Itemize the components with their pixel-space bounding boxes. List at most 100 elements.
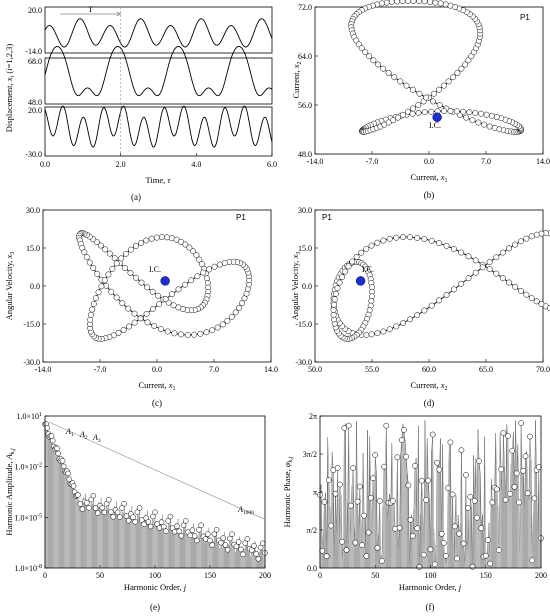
panel-b-point	[478, 110, 485, 117]
panel-c-point	[132, 243, 139, 249]
panel-d-point	[528, 233, 535, 240]
panel-f-connector	[343, 428, 345, 561]
panel-a-subplot-1	[44, 6, 273, 54]
panel-c-point	[204, 275, 210, 282]
panel-f-connector	[423, 420, 426, 555]
panel-a-subplot-3	[44, 106, 273, 157]
panel-d-point	[428, 237, 435, 244]
panel-c-point	[186, 244, 193, 251]
panel-f-connector	[471, 506, 473, 567]
panel-b-tag: P1	[520, 13, 530, 22]
panel-f-connector	[488, 522, 491, 564]
panel-d-point	[336, 279, 343, 286]
panel-d-point	[345, 263, 352, 270]
panel-c-point	[97, 242, 104, 249]
panel-f-point	[383, 422, 390, 429]
panel-f-connector	[369, 436, 372, 498]
panel-e-xtick-label: 50	[96, 571, 104, 580]
panel-b-point	[394, 114, 401, 121]
panel-b-xtick-label: 7.0	[481, 157, 491, 166]
panel-f-point	[337, 481, 343, 488]
panel-f-connector	[326, 437, 328, 557]
panel-a-xlabel: Time, τ	[146, 175, 172, 185]
panel-b-ytick-label: 56.0	[298, 101, 312, 110]
panel-f-connector	[441, 444, 443, 534]
panel-f-connector	[429, 498, 431, 550]
panel-b-ytick-label: 48.0	[298, 150, 312, 159]
panel-f-connector	[413, 465, 416, 510]
panel-b-ytick-label: 72.0	[298, 3, 312, 12]
panel-f-connector	[519, 423, 522, 557]
panel-c-point	[169, 291, 175, 298]
panel-f-connector	[447, 444, 450, 488]
panel-f-connector	[393, 502, 396, 529]
panel-a: Displacement, xi (i=1,2,3) 20.0 -14.068.0…	[4, 5, 277, 202]
panel-c-point	[182, 241, 189, 248]
panel-f-point	[474, 514, 480, 521]
panel-f-connector	[536, 469, 538, 546]
panel-f-point	[367, 495, 374, 501]
panel-e-point	[213, 527, 220, 533]
panel-f-connector	[529, 436, 532, 461]
panel-f-connector	[509, 463, 512, 494]
panel-a-series-3	[44, 105, 273, 148]
panel-d-point	[414, 312, 421, 319]
panel-d-point	[486, 259, 493, 266]
panel-b-point	[453, 108, 460, 115]
panel-b-point	[428, 108, 435, 115]
panel-f-point	[379, 558, 385, 564]
panel-f-point	[436, 466, 443, 473]
panel-b-point	[415, 109, 422, 116]
panel-c-xlabel: Current, x1	[139, 380, 176, 392]
panel-f-point	[416, 564, 423, 570]
panel-f-point	[409, 533, 416, 539]
panel-b-point	[447, 2, 454, 9]
panel-b-point	[397, 78, 404, 85]
panel-f-connector	[391, 443, 394, 501]
panel-e-point	[158, 519, 165, 525]
panel-c-point	[149, 306, 156, 312]
panel-b-point	[465, 57, 472, 64]
panel-c-point	[94, 270, 101, 277]
panel-e-point	[242, 540, 248, 546]
panel-c-point	[106, 250, 113, 257]
panel-e-point	[95, 510, 101, 516]
panel-d-tag: P1	[322, 213, 332, 222]
panel-d-point	[465, 275, 472, 282]
panel-c-ytick-label: -15.0	[23, 320, 40, 329]
panel-e-point	[150, 513, 156, 520]
panel-a-caption: (a)	[131, 192, 141, 202]
panel-d-point	[512, 283, 519, 290]
panel-e-point	[101, 509, 108, 516]
panel-e-xtick-label: 200	[259, 571, 271, 580]
panel-c-xtick-label: 0.0	[152, 365, 162, 374]
panel-f-connector	[331, 451, 334, 471]
panel-e-point	[253, 551, 259, 557]
panel-c-point	[221, 260, 228, 266]
panel-f-point	[370, 475, 376, 482]
panel-b-xtick-label: -7.0	[366, 157, 379, 166]
panel-f-point	[527, 433, 533, 440]
panel-b-xtick-label: 0.0	[424, 157, 434, 166]
panel-f-connector	[483, 436, 485, 557]
panel-a-ytick-label: 68.0	[28, 57, 42, 66]
panel-b-point	[488, 112, 495, 119]
panel-f-point	[381, 463, 387, 470]
panel-f-connector	[408, 485, 410, 565]
panel-d-point	[386, 235, 393, 242]
panel-f-point	[376, 498, 383, 504]
panel-f-point	[398, 437, 405, 443]
panel-f-connector	[446, 487, 449, 565]
panel-b-point	[460, 108, 467, 115]
panel-a-ytick-label: 48.0	[28, 98, 42, 107]
panel-f-connector	[336, 467, 338, 533]
panel-c-point	[224, 317, 231, 324]
panel-b-point	[391, 74, 398, 81]
panel-e-point	[233, 543, 240, 550]
panel-b-point	[483, 111, 490, 118]
panel-f-point	[361, 512, 368, 519]
panel-f-connector	[491, 478, 493, 503]
panel-e-point	[255, 556, 262, 562]
panel-f-connector	[456, 515, 459, 559]
